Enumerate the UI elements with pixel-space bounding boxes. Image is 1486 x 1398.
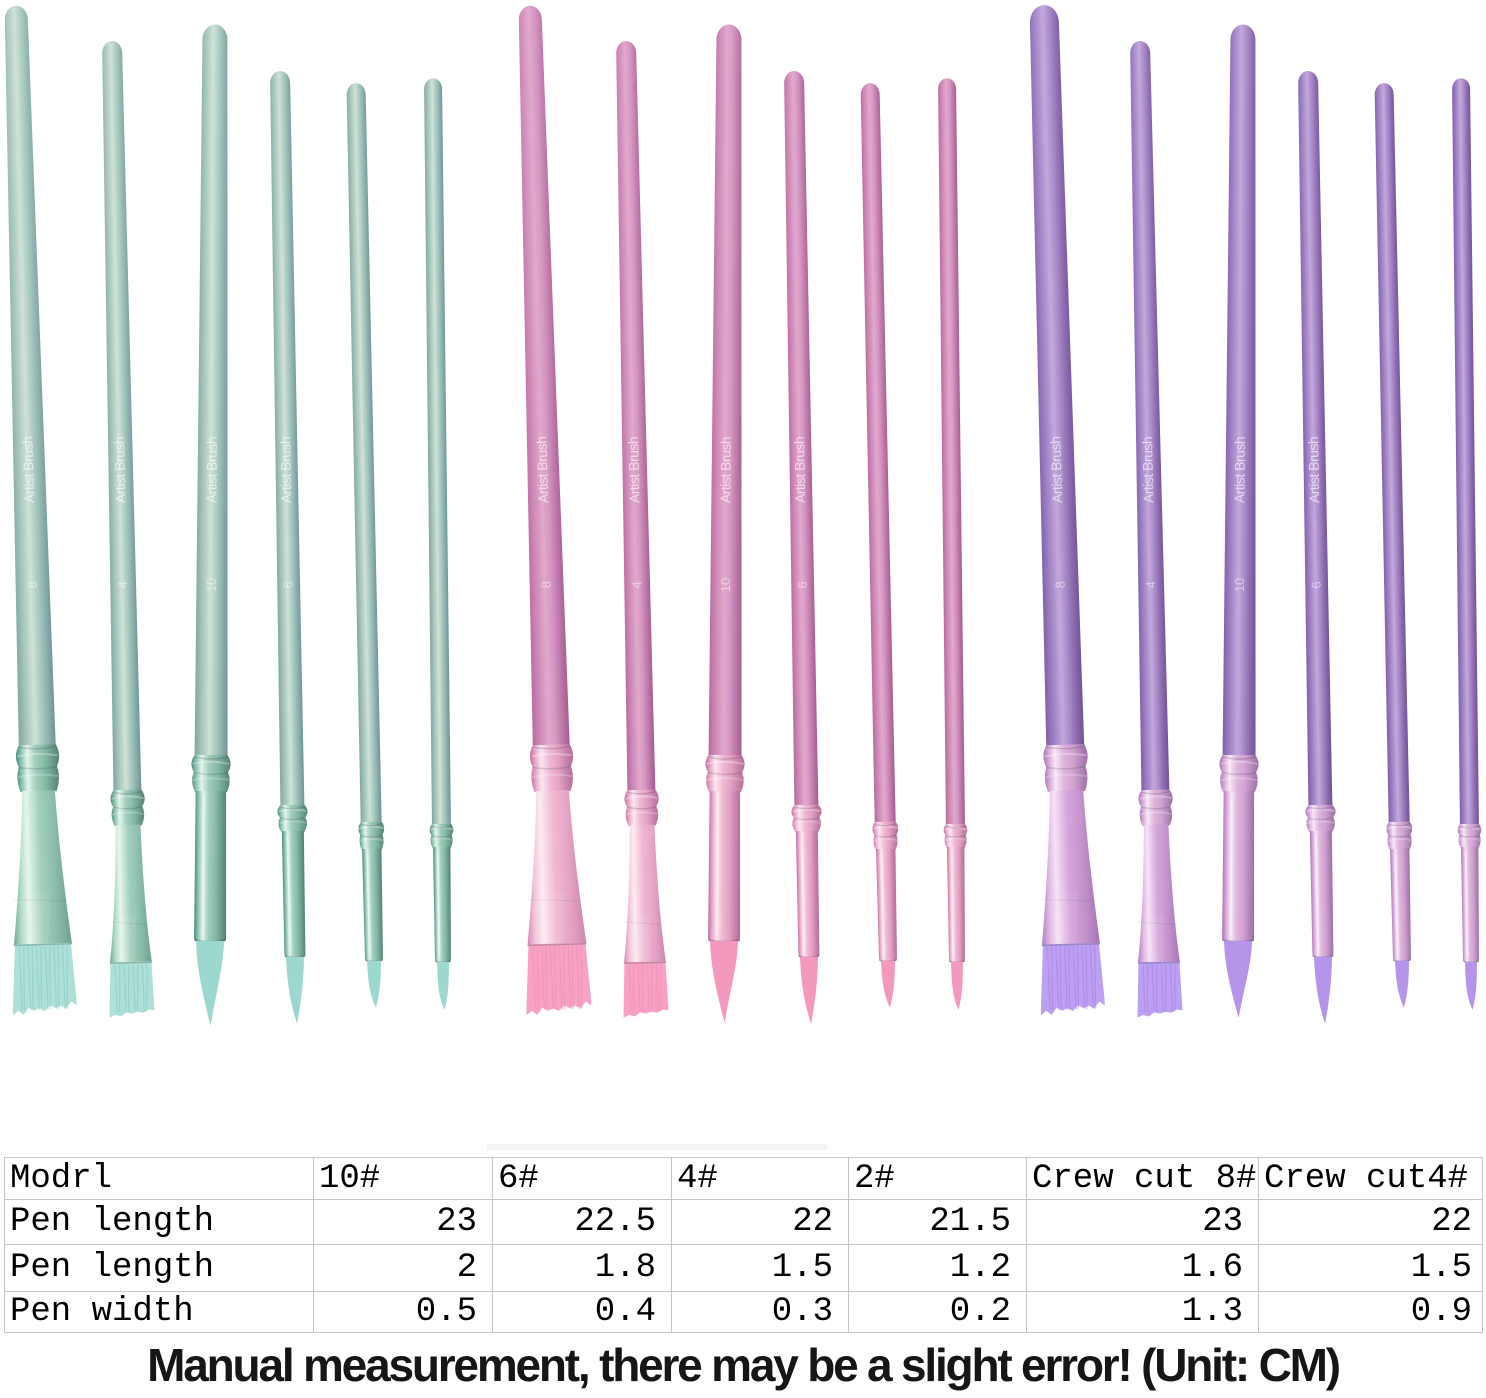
svg-text:Artist Brush: Artist Brush xyxy=(533,436,551,503)
svg-text:4: 4 xyxy=(1143,581,1158,589)
svg-text:Artist Brush: Artist Brush xyxy=(111,437,128,504)
svg-text:6: 6 xyxy=(1309,581,1324,588)
svg-text:Artist Brush: Artist Brush xyxy=(277,437,294,504)
svg-text:Artist Brush: Artist Brush xyxy=(791,437,808,504)
svg-text:4: 4 xyxy=(629,581,644,589)
svg-text:Artist Brush: Artist Brush xyxy=(203,437,219,503)
svg-text:Artist Brush: Artist Brush xyxy=(625,437,642,504)
svg-text:Artist Brush: Artist Brush xyxy=(1305,437,1322,504)
svg-text:Artist Brush: Artist Brush xyxy=(19,436,37,503)
svg-text:Artist Brush: Artist Brush xyxy=(717,437,733,503)
svg-text:4: 4 xyxy=(115,581,130,589)
svg-text:Artist Brush: Artist Brush xyxy=(1139,437,1156,504)
svg-text:8: 8 xyxy=(1053,581,1068,589)
svg-text:10: 10 xyxy=(1232,578,1247,593)
svg-text:10: 10 xyxy=(718,578,733,593)
svg-text:Artist Brush: Artist Brush xyxy=(1047,436,1065,503)
svg-text:6: 6 xyxy=(281,581,296,588)
svg-text:6: 6 xyxy=(795,581,810,588)
svg-text:8: 8 xyxy=(539,581,554,589)
svg-text:8: 8 xyxy=(25,581,40,589)
svg-text:10: 10 xyxy=(204,578,219,593)
svg-text:Artist Brush: Artist Brush xyxy=(1231,437,1247,503)
